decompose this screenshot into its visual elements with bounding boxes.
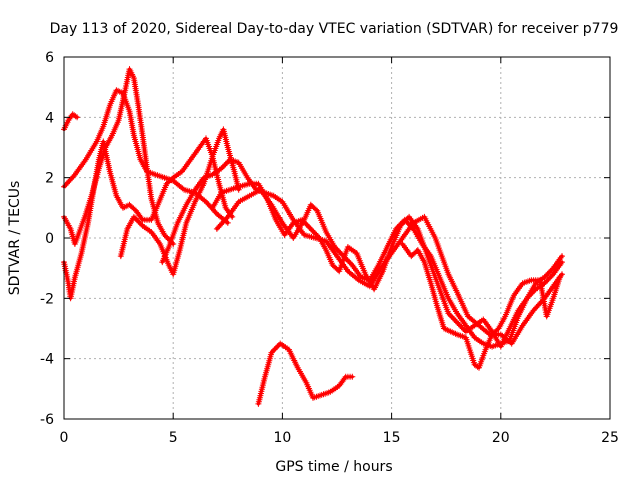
series-markers — [399, 241, 563, 371]
y-tick-label: 4 — [45, 110, 54, 126]
series-track-9 — [399, 241, 563, 371]
series-track-7 — [209, 180, 565, 350]
y-tick-label: -6 — [40, 412, 54, 428]
y-tick-label: 6 — [45, 50, 54, 66]
x-tick-label: 0 — [60, 430, 69, 446]
y-tick-label: -2 — [40, 291, 54, 307]
series-track-5 — [117, 126, 242, 278]
x-tick-label: 20 — [492, 430, 510, 446]
y-tick-label: 0 — [45, 231, 54, 247]
grid — [64, 57, 610, 419]
x-tick-label: 10 — [273, 430, 291, 446]
ticks: 0 5 10 15 20 25 -6 -4 -2 0 2 4 6 — [40, 50, 619, 446]
series-track-8 — [213, 186, 565, 350]
x-axis-title: GPS time / hours — [275, 459, 392, 475]
y-axis-title: SDTVAR / TECUs — [7, 181, 23, 296]
x-tick-label: 15 — [383, 430, 401, 446]
y-tick-label: -4 — [40, 352, 54, 368]
series-track-10 — [255, 340, 356, 407]
series-markers — [209, 180, 565, 350]
series-markers — [255, 340, 356, 407]
series-markers — [213, 186, 565, 350]
y-tick-label: 2 — [45, 171, 54, 187]
chart-title: Day 113 of 2020, Sidereal Day-to-day VTE… — [50, 21, 619, 37]
x-tick-label: 25 — [601, 430, 619, 446]
x-tick-label: 5 — [169, 430, 178, 446]
series-markers — [117, 126, 242, 278]
